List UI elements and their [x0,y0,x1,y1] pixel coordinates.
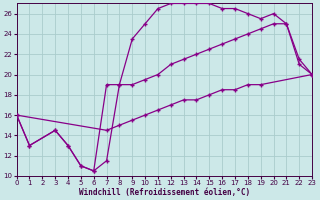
X-axis label: Windchill (Refroidissement éolien,°C): Windchill (Refroidissement éolien,°C) [79,188,250,197]
